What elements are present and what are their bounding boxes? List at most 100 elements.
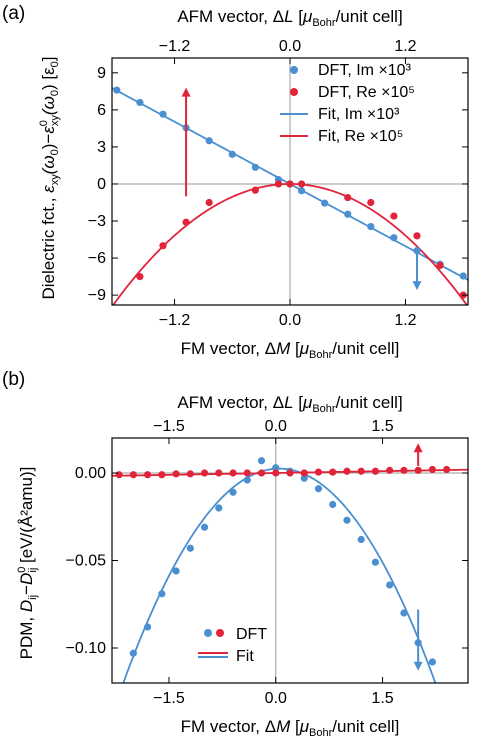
- panel-b-data-point-blue: [158, 590, 166, 598]
- panel-a-arrow-blue-head: [412, 281, 422, 291]
- panel-b-bottom-axis-label: FM vector, ΔM [μBohr/unit cell]: [181, 717, 400, 739]
- panel-b-data-point-blue: [129, 649, 137, 657]
- panel-b-top-tick-label: −1.5: [153, 418, 185, 435]
- panel-a-data-point-red: [367, 198, 375, 207]
- panel-b-data-point-blue: [400, 609, 408, 617]
- panel-b-data-point-blue: [357, 535, 365, 544]
- panel-a-legend-marker-red: [290, 88, 298, 96]
- panel-b-data-point-red: [144, 471, 152, 479]
- panel-b-fit-line-blue: [122, 467, 437, 683]
- panel-b-data-point-red: [229, 469, 237, 477]
- panel-a-legend-label: DFT, Im ×10³: [318, 62, 412, 79]
- panel-a-data-point-blue: [297, 187, 306, 195]
- panel-b-data-point-red: [129, 471, 137, 479]
- panel-a-legend-label: Fit, Im ×10³: [318, 106, 400, 123]
- panel-b-data-point-red: [329, 468, 337, 476]
- panel-a-data-point-red: [413, 232, 421, 240]
- panel-b-x-tick-label: 1.5: [371, 690, 393, 707]
- panel-b-top-axis-label: AFM vector, ΔL [μBohr/unit cell]: [177, 393, 402, 415]
- panel-b-data-point-red: [243, 469, 251, 477]
- panel-a: (a) AFM vector, ΔL [μBohr/unit cell] FM …: [2, 3, 469, 361]
- panel-b-data-point-red: [357, 467, 365, 475]
- panel-b-data-point-blue: [243, 476, 251, 484]
- panel-b-data-point-red: [115, 471, 123, 479]
- panel-b-data-point-red: [371, 467, 380, 475]
- panel-b-plot-area: −1.5 0.0 1.5 −1.5 0.0 1.5 0.00 −0.05 −0.10: [66, 418, 469, 707]
- panel-a-data-point-blue: [367, 222, 375, 231]
- panel-b-data-point-blue: [428, 658, 436, 666]
- panel-a-y-tick-label: 6: [97, 102, 106, 119]
- panel-b-data-point-blue: [343, 516, 351, 524]
- panel-b-data-point-red: [428, 465, 436, 474]
- panel-b-data-point-blue: [329, 500, 337, 509]
- panel-b-x-tick-label: −1.5: [153, 690, 185, 707]
- panel-b-data-point-red: [443, 465, 451, 474]
- panel-b-data-point-red: [286, 469, 294, 477]
- panel-b-data-point-red: [257, 469, 266, 477]
- panel-b-legend-label: Fit: [236, 648, 254, 665]
- panel-b-data-point-red: [414, 466, 422, 474]
- panel-a-legend: DFT, Im ×10³ DFT, Re ×10⁵ Fit, Im ×10³ Fit,…: [280, 62, 415, 145]
- panel-b-data-point-red: [272, 469, 280, 477]
- panel-a-data-point-blue: [159, 110, 167, 118]
- panel-b-x-tick-label: 0.0: [265, 690, 287, 707]
- panel-a-y-tick-label: −9: [88, 287, 106, 304]
- panel-a-y-tick-label: 9: [97, 65, 106, 82]
- panel-a-plot-area: −1.2 0.0 1.2 −1.2 0.0 1.2 −9 −6 −3 0 3 6 9: [88, 38, 469, 329]
- panel-a-data-point-blue: [228, 150, 236, 158]
- panel-a-data-point-red: [205, 198, 213, 207]
- panel-b-legend-marker-red: [216, 629, 224, 637]
- panel-b-legend: DFT Fit: [198, 626, 267, 665]
- panel-b-y-tick-label: 0.00: [75, 465, 106, 482]
- panel-a-top-tick-label: −1.2: [159, 38, 191, 55]
- panel-a-top-axis-label: AFM vector, ΔL [μBohr/unit cell]: [177, 7, 402, 29]
- panel-b-data-point-red: [172, 470, 180, 478]
- panel-a-data-point-blue: [344, 210, 352, 218]
- panel-a-y-tick-label: 0: [97, 176, 106, 193]
- panel-a-data-point-red: [159, 242, 167, 250]
- panel-b-legend-marker-blue: [204, 629, 212, 637]
- panel-a-legend-label: Fit, Re ×10⁵: [318, 128, 403, 145]
- panel-b-y-tick-label: −0.05: [66, 553, 107, 570]
- panel-b-y-tick-label: −0.10: [66, 640, 107, 657]
- panel-b-legend-label: DFT: [236, 626, 267, 643]
- panel-a-y-axis-label: Dielectric fct., εxy(ω0)−ε0xy(ω0) [ε0]: [38, 56, 61, 299]
- panel-b-data-point-blue: [314, 485, 323, 493]
- panel-b-data-point-blue: [229, 488, 237, 496]
- panel-b: (b) AFM vector, ΔL [μBohr/unit cell] FM …: [2, 369, 469, 739]
- panel-b-data-point-blue: [386, 581, 394, 589]
- panel-a-data-point-red: [297, 180, 306, 188]
- panel-a-data-point-red: [286, 180, 294, 188]
- panel-a-top-tick-label: 1.2: [394, 38, 416, 55]
- panel-b-y-axis-label: PDM, Dij−D0ij [eV/(Å²amu)]: [16, 467, 39, 660]
- panel-a-x-tick-label: −1.2: [159, 312, 191, 329]
- panel-b-data-point-blue: [257, 457, 266, 465]
- panel-a-data-point-blue: [321, 199, 329, 207]
- panel-a-data-point-red: [136, 272, 144, 281]
- panel-a-top-tick-label: 0.0: [279, 38, 301, 55]
- panel-b-top-tick-label: 0.0: [265, 418, 287, 435]
- panel-a-bottom-axis-label: FM vector, ΔM [μBohr/unit cell]: [181, 339, 400, 361]
- panel-b-data-point-blue: [272, 464, 280, 472]
- panel-a-data-point-red: [344, 193, 352, 202]
- panel-b-data-point-blue: [186, 544, 194, 552]
- panel-a-data-point-blue: [205, 137, 213, 145]
- panel-a-data-point-blue: [136, 98, 144, 107]
- panel-b-data-point-blue: [300, 474, 308, 482]
- panel-b-data-point-red: [314, 468, 323, 476]
- panel-b-data-point-red: [343, 467, 351, 475]
- panel-a-data-point-red: [182, 218, 190, 226]
- panel-a-data-point-blue: [413, 247, 421, 255]
- panel-a-data-point-red: [436, 261, 444, 270]
- panel-a-x-tick-label: 1.2: [394, 312, 416, 329]
- panel-a-y-tick-label: −6: [88, 250, 106, 267]
- panel-b-data-point-blue: [371, 558, 380, 566]
- panel-b-data-point-red: [300, 469, 308, 477]
- panel-b-top-tick-label: 1.5: [371, 418, 393, 435]
- panel-a-data-point-blue: [390, 234, 398, 242]
- panel-b-data-point-red: [215, 469, 223, 477]
- panel-a-legend-marker-blue: [290, 66, 298, 74]
- panel-a-y-tick-label: 3: [97, 139, 106, 156]
- panel-a-arrow-red-head: [181, 87, 191, 97]
